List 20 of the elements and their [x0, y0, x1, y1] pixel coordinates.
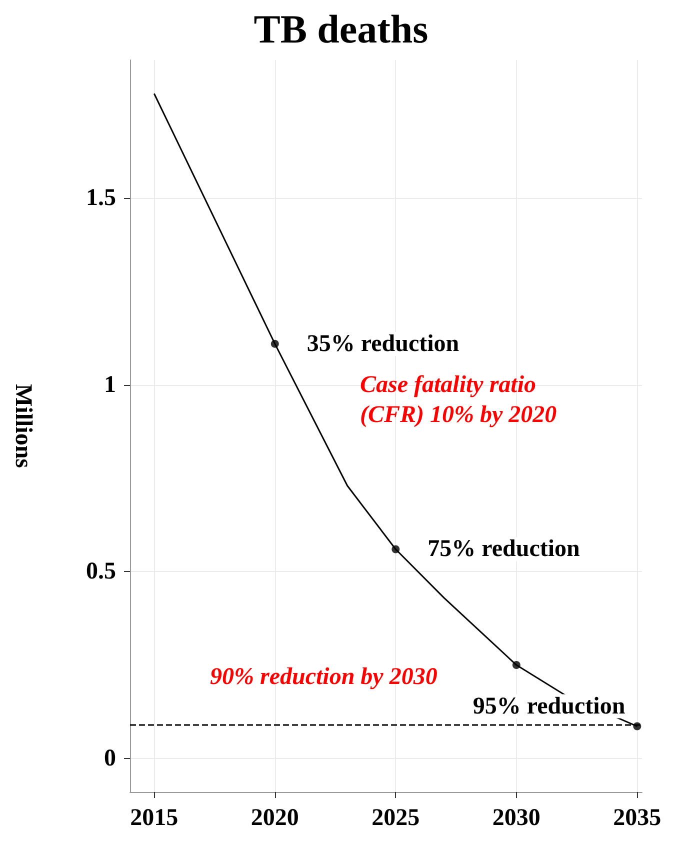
x-tick-label: 2020 [250, 805, 299, 831]
y-tick-label: 1 [104, 372, 116, 398]
annotation: 75% reduction [428, 536, 580, 562]
annotation: Case fatality ratio (CFR) 10% by 2020 [360, 372, 557, 428]
x-tick-label: 2035 [613, 805, 662, 831]
y-tick-label: 0 [104, 745, 116, 772]
point [512, 661, 520, 670]
annotation: 95% reduction [472, 693, 626, 720]
x-tick-label: 2030 [492, 805, 540, 831]
annotation: 90% reduction by 2030 [210, 664, 438, 690]
x-tick-label: 2015 [130, 805, 178, 831]
point [270, 340, 279, 348]
point [633, 722, 642, 730]
y-axis-title: Millions [10, 384, 36, 468]
chart-title: TB deaths [254, 6, 428, 52]
y-tick-label: 1.5 [86, 185, 116, 212]
y-tick-label: 0.5 [86, 558, 116, 585]
annotation: 35% reduction [306, 330, 460, 357]
x-tick-label: 2025 [372, 805, 420, 831]
point [392, 545, 400, 554]
